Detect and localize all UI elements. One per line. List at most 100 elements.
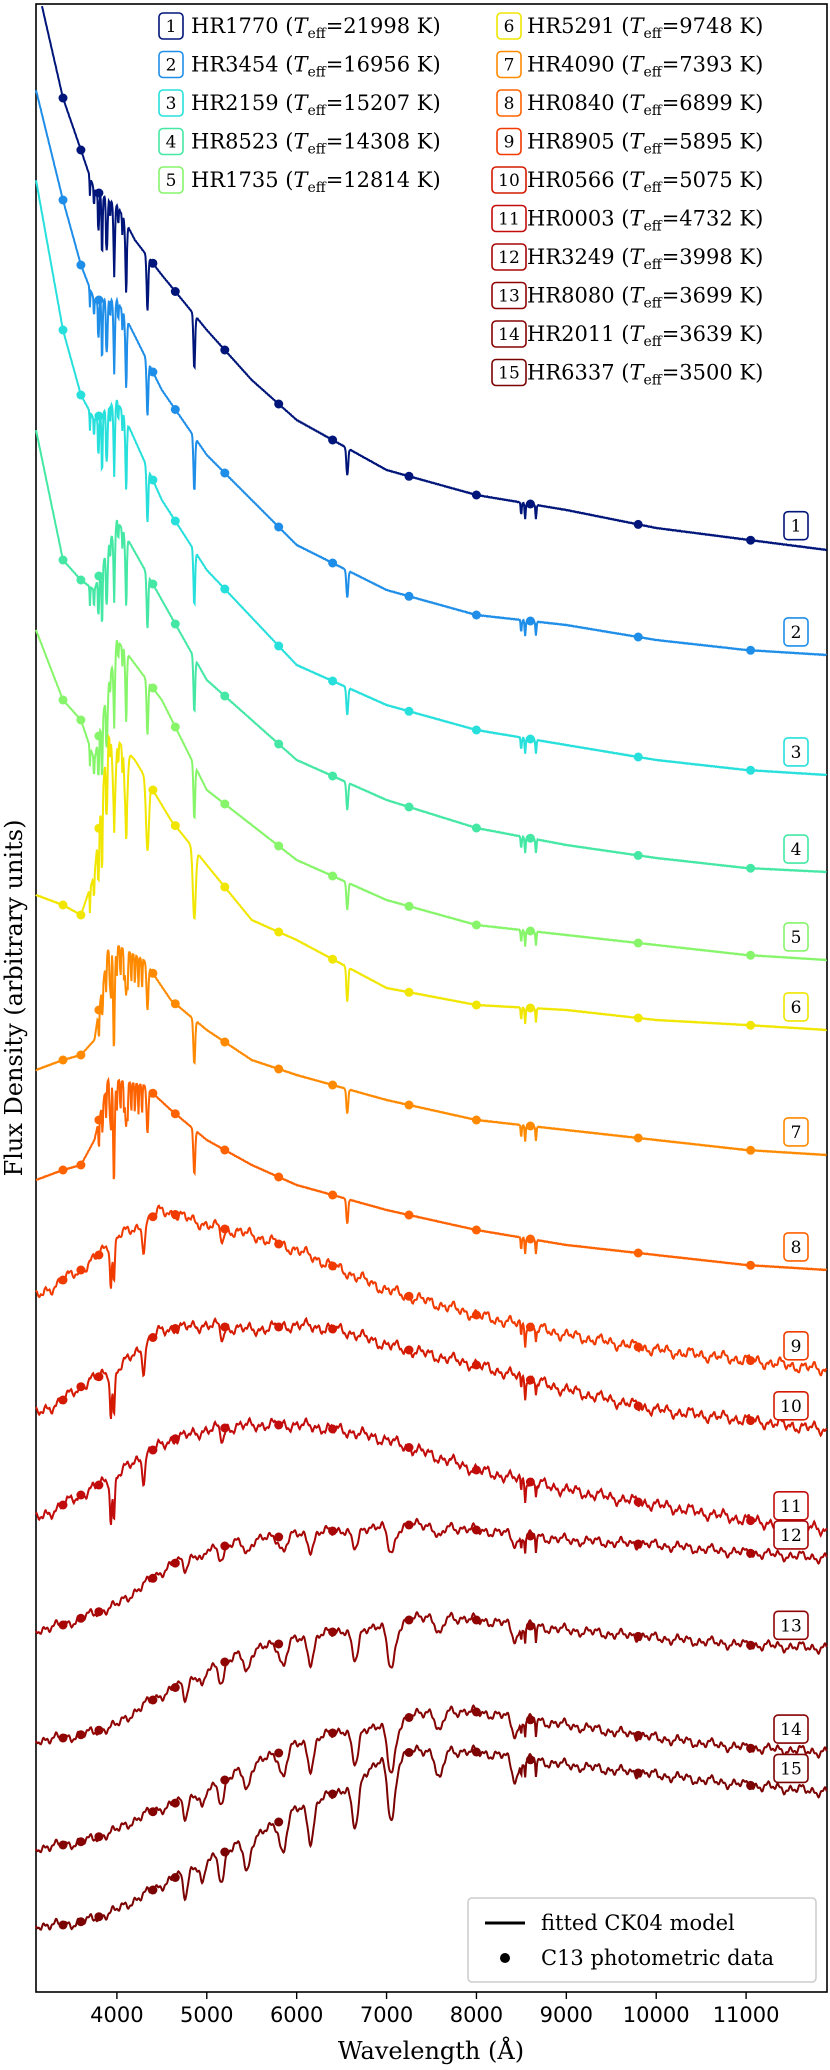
photometry-point-10-3 [148, 1333, 158, 1342]
photometry-point-7-2 [94, 1005, 104, 1015]
photometry-point-14-5 [220, 1775, 230, 1785]
photometry-point-7-5 [220, 1037, 230, 1047]
legend-label-13: HR8080 (Teff=3699 K) [527, 284, 763, 312]
photometry-point-6-11 [633, 1013, 643, 1023]
photometry-point-12-9 [471, 1525, 481, 1535]
photometry-point-5-3 [148, 683, 158, 693]
photometry-point-12-7 [328, 1526, 338, 1536]
photometry-point-4-0 [58, 555, 68, 565]
photometry-point-11-5 [220, 1423, 230, 1433]
photometry-point-2-11 [633, 632, 643, 642]
photometry-point-15-0 [58, 1920, 68, 1930]
photometry-point-13-0 [58, 1733, 68, 1743]
photometry-point-8-9 [471, 1225, 481, 1235]
photometry-point-13-10 [525, 1621, 535, 1631]
spectrum-line-8 [35, 1076, 828, 1272]
legend-box-14 [491, 320, 527, 348]
photometry-point-5-7 [328, 871, 338, 881]
photometry-point-1-11 [633, 519, 643, 529]
end-label-box-12 [773, 1520, 809, 1550]
photometry-point-14-3 [148, 1807, 158, 1817]
photometry-point-6-9 [471, 1000, 481, 1010]
photometry-point-15-8 [404, 1748, 414, 1757]
photometry-point-1-0 [58, 93, 68, 103]
photometry-point-10-0 [58, 1395, 68, 1405]
photometry-point-10-5 [220, 1322, 230, 1332]
spectrum-line-15 [35, 1744, 828, 1931]
photometry-point-11-7 [328, 1424, 338, 1434]
legend-box-9 [496, 127, 522, 156]
photometry-point-8-12 [746, 1260, 756, 1270]
spectrum-line-10 [35, 1316, 828, 1438]
photometry-point-9-4 [170, 1210, 180, 1219]
photometry-point-8-11 [633, 1248, 643, 1258]
photometry-point-3-3 [148, 475, 158, 485]
photometry-point-5-1 [76, 715, 86, 725]
photometry-point-9-1 [76, 1265, 86, 1275]
legend-box-13 [491, 281, 527, 310]
x-tick-label-11000: 11000 [713, 2003, 780, 2027]
legend-label-10: HR0566 (Teff=5075 K) [527, 168, 763, 196]
legend-label-2: HR3454 (Teff=16956 K) [191, 53, 441, 81]
legend-label-5: HR1735 (Teff=12814 K) [191, 168, 441, 196]
legend-box-2 [158, 50, 184, 79]
end-label-14: 14 [780, 1720, 802, 1740]
legend-label-12: HR3249 (Teff=3998 K) [527, 245, 763, 273]
x-tick-label-7000: 7000 [360, 2003, 413, 2027]
end-label-box-3 [783, 737, 809, 767]
legend-num-11: 11 [498, 210, 520, 230]
x-tick-label-6000: 6000 [270, 2003, 323, 2027]
photometry-point-9-12 [746, 1356, 756, 1366]
legend-box-4 [158, 127, 184, 156]
end-label-box-1 [783, 510, 809, 541]
photometry-point-13-7 [328, 1627, 338, 1637]
photometry-point-5-11 [633, 938, 643, 948]
legend-label-8: HR0840 (Teff=6899 K) [527, 91, 763, 119]
photometry-point-15-5 [220, 1847, 230, 1857]
photometry-point-3-6 [274, 641, 284, 651]
photometry-point-11-11 [633, 1497, 643, 1507]
photometry-point-9-2 [94, 1250, 104, 1260]
photometry-point-5-2 [94, 731, 104, 741]
photometry-point-10-2 [94, 1372, 104, 1382]
photometry-point-8-7 [328, 1190, 338, 1200]
photometry-point-12-4 [170, 1558, 180, 1568]
photometry-point-1-10 [525, 499, 535, 509]
photometry-point-14-11 [633, 1730, 643, 1740]
legend-box-10 [491, 166, 527, 194]
legend-num-4: 4 [166, 133, 177, 153]
photometry-point-3-10 [525, 734, 535, 744]
photometry-point-4-6 [274, 739, 284, 749]
photometry-point-1-1 [76, 145, 86, 155]
photometry-point-13-9 [471, 1615, 481, 1625]
photometry-point-6-4 [170, 821, 180, 831]
photometry-point-1-12 [746, 535, 756, 545]
legend-label-4: HR8523 (Teff=14308 K) [191, 130, 441, 158]
photometry-point-8-0 [58, 1165, 68, 1175]
photometry-point-14-0 [58, 1840, 68, 1850]
legend-label-1: HR1770 (Teff=21998 K) [191, 14, 441, 42]
photometry-point-1-7 [328, 435, 338, 445]
spectrum-line-14 [35, 1704, 828, 1854]
spectrum-line-13 [35, 1611, 828, 1746]
photometry-point-15-3 [148, 1885, 158, 1895]
photometry-point-13-3 [148, 1695, 158, 1705]
photometry-point-2-6 [274, 522, 284, 532]
photometry-point-1-6 [274, 399, 284, 409]
photometry-point-13-11 [633, 1631, 643, 1641]
spectrum-line-5 [35, 629, 828, 962]
photometry-point-13-12 [746, 1640, 756, 1650]
photometry-point-4-1 [76, 575, 86, 585]
photometry-point-4-8 [404, 802, 414, 812]
photometry-point-12-5 [220, 1541, 230, 1551]
legend-num-3: 3 [166, 94, 177, 114]
legend-box-6 [496, 12, 522, 40]
x-tick-label-9000: 9000 [540, 2003, 593, 2027]
legend-num-12: 12 [498, 248, 520, 268]
photometry-point-6-12 [746, 1020, 756, 1030]
photometry-point-10-7 [328, 1324, 338, 1334]
legend-box-11 [491, 204, 527, 233]
photometry-point-3-0 [58, 325, 68, 335]
photometry-point-3-9 [471, 725, 481, 735]
